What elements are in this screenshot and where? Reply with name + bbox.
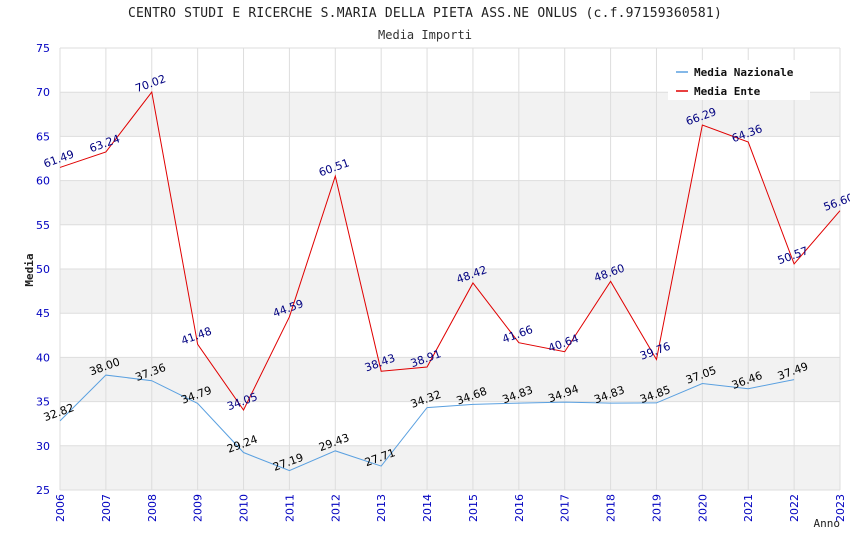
plot-bands — [60, 92, 840, 490]
y-tick-label: 45 — [36, 307, 50, 320]
series-line-media-nazionale — [59, 374, 795, 472]
x-tick-label: 2011 — [283, 494, 296, 522]
legend-label: Media Ente — [694, 85, 761, 98]
x-tick-label: 2007 — [100, 494, 113, 522]
plot-band — [60, 357, 840, 402]
legend-label: Media Nazionale — [694, 66, 794, 79]
data-label: 50.57 — [776, 244, 810, 267]
y-tick-label: 40 — [36, 351, 50, 364]
x-axis-ticks: 2006 2007 2008 2009 2010 2011 2012 2013 2014 2015… — [54, 494, 847, 522]
x-tick-label: 2020 — [696, 494, 709, 522]
legend: Media Nazionale Media Ente — [668, 60, 810, 100]
y-tick-label: 70 — [36, 86, 50, 99]
y-tick-label: 65 — [36, 130, 50, 143]
series-lines — [59, 90, 841, 472]
x-tick-label: 2023 — [834, 494, 847, 522]
y-axis-label: Media — [23, 253, 36, 286]
x-tick-label: 2018 — [605, 494, 618, 522]
legend-box — [668, 60, 810, 100]
chart-subtitle: Media Importi — [378, 28, 472, 42]
x-tick-label: 2015 — [467, 494, 480, 522]
x-tick-label: 2013 — [375, 494, 388, 522]
x-axis-label: Anno — [814, 517, 841, 530]
y-tick-label: 55 — [36, 219, 50, 232]
x-tick-label: 2008 — [146, 494, 159, 522]
data-label: 60.51 — [317, 156, 351, 179]
chart-title: CENTRO STUDI E RICERCHE S.MARIA DELLA PI… — [128, 6, 722, 21]
data-label: 61.49 — [42, 148, 76, 171]
x-tick-label: 2022 — [788, 494, 801, 522]
plot-band — [60, 269, 840, 314]
x-tick-label: 2019 — [650, 494, 663, 522]
x-tick-label: 2006 — [54, 494, 67, 522]
data-label: 41.48 — [179, 325, 213, 348]
x-tick-label: 2021 — [742, 494, 755, 522]
plot-band — [60, 180, 840, 225]
x-tick-label: 2012 — [329, 494, 342, 522]
grid-lines — [59, 47, 841, 491]
plot-band — [60, 445, 840, 490]
x-tick-label: 2016 — [513, 494, 526, 522]
y-tick-label: 35 — [36, 396, 50, 409]
y-tick-label: 60 — [36, 175, 50, 188]
y-tick-label: 50 — [36, 263, 50, 276]
y-tick-label: 30 — [36, 440, 50, 453]
y-axis-ticks: 25 30 35 40 45 50 55 60 65 70 75 — [36, 42, 50, 497]
x-tick-label: 2009 — [192, 494, 205, 522]
y-tick-label: 25 — [36, 484, 50, 497]
x-tick-label: 2010 — [238, 494, 251, 522]
x-tick-label: 2017 — [559, 494, 572, 522]
y-tick-label: 75 — [36, 42, 50, 55]
x-tick-label: 2014 — [421, 494, 434, 522]
series-line-media-ente — [59, 90, 841, 411]
